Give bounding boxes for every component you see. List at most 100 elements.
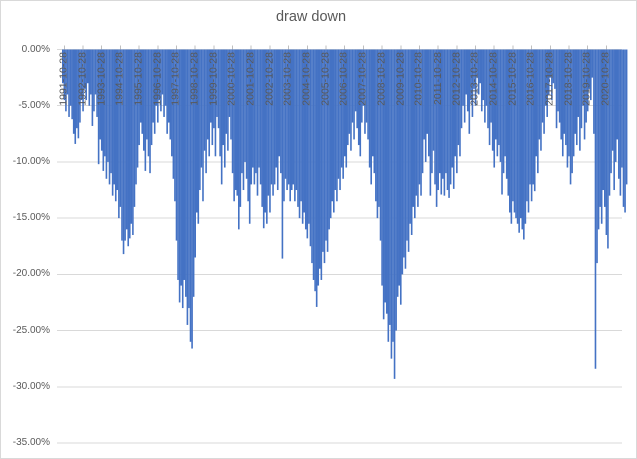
chart-title: draw down: [275, 9, 347, 25]
x-axis-tick-label: 2009-10-28: [394, 51, 407, 106]
drawdown-bar: [544, 49, 547, 106]
drawdown-bar: [491, 49, 494, 151]
drawdown-bar: [376, 49, 379, 219]
drawdown-bar: [322, 49, 324, 252]
drawdown-bar: [389, 49, 391, 325]
drawdown-bar: [607, 49, 609, 249]
drawdown-bar: [449, 49, 452, 185]
drawdown-bar: [124, 49, 126, 241]
drawdown-bar: [574, 49, 577, 134]
drawdown-bar: [513, 49, 516, 213]
drawdown-bar: [541, 49, 544, 123]
drawdown-bar: [233, 49, 235, 202]
drawdown-bar: [625, 49, 628, 185]
x-axis-tick-label: 2010-10-28: [412, 51, 425, 106]
drawdown-bar: [147, 49, 150, 157]
drawdown-bar: [180, 49, 182, 286]
drawdown-bar: [566, 49, 569, 168]
drawdown-bar: [480, 49, 483, 112]
drawdown-bar: [111, 49, 114, 196]
drawdown-bar: [331, 49, 334, 202]
drawdown-bar: [350, 49, 352, 151]
drawdown-bar: [523, 49, 525, 240]
drawdown-bar: [370, 49, 372, 185]
drawdown-bar: [171, 49, 173, 157]
drawdown-bar: [418, 49, 421, 185]
drawdown-bar: [100, 49, 103, 151]
drawdown-bar: [318, 49, 321, 269]
drawdown-bar: [336, 49, 338, 202]
drawdown-bar: [83, 49, 86, 89]
drawdown-bar: [364, 49, 366, 134]
drawdown-bar: [499, 49, 502, 162]
drawdown-bar: [337, 49, 340, 179]
drawdown-bar: [264, 49, 267, 213]
drawdown-bar: [312, 49, 315, 280]
drawdown-bar: [225, 49, 228, 134]
drawdown-bar: [396, 49, 399, 297]
drawdown-bar: [79, 49, 81, 123]
drawdown-bar: [343, 49, 346, 157]
drawdown-bar: [158, 49, 161, 101]
drawdown-bar: [311, 49, 313, 264]
drawdown-bar: [122, 49, 125, 255]
drawdown-bar: [114, 49, 117, 202]
x-axis-tick-label: 2016-10-28: [525, 51, 538, 106]
x-axis-tick-label: 2013-10-28: [469, 51, 482, 106]
drawdown-bar: [381, 49, 383, 286]
drawdown-bar: [384, 49, 387, 303]
drawdown-bar: [470, 49, 472, 101]
drawdown-bar: [373, 49, 376, 174]
drawdown-bar: [537, 49, 539, 174]
drawdown-bar: [197, 49, 200, 224]
drawdown-bar: [602, 49, 605, 191]
drawdown-bar: [82, 49, 84, 112]
drawdown-bar: [121, 49, 123, 241]
drawdown-bar: [239, 49, 242, 207]
drawdown-bar: [108, 49, 111, 185]
x-axis-tick-label: 1995-10-28: [132, 51, 145, 106]
drawdown-bar: [476, 49, 478, 78]
drawdown-bar: [529, 49, 531, 185]
drawdown-bar: [616, 49, 619, 140]
drawdown-bar: [429, 49, 432, 196]
drawdown-bar: [206, 49, 209, 140]
drawdown-bar: [208, 49, 211, 157]
drawdown-bar: [393, 49, 396, 379]
drawdown-bar: [86, 49, 89, 84]
x-axis-tick-label: 1997-10-28: [169, 51, 182, 106]
y-axis-tick-label: -15.00%: [12, 212, 50, 224]
drawdown-bar: [610, 49, 612, 174]
drawdown-bar: [269, 49, 271, 213]
drawdown-bar: [125, 49, 128, 230]
drawdown-bar: [183, 49, 186, 280]
drawdown-bar: [493, 49, 496, 168]
x-axis-tick-label: 1998-10-28: [188, 51, 201, 106]
drawdown-bar: [142, 49, 145, 151]
drawdown-bar: [178, 49, 181, 303]
drawdown-bar: [560, 49, 563, 140]
drawdown-bar: [186, 49, 189, 325]
drawdown-bar: [613, 49, 615, 191]
drawdown-bar: [435, 49, 438, 207]
drawdown-bar: [320, 49, 323, 280]
drawdown-bar: [93, 49, 95, 112]
drawdown-bar: [68, 49, 70, 117]
drawdown-bar: [150, 49, 153, 146]
drawdown-bar: [412, 49, 415, 207]
drawdown-bar: [77, 49, 80, 139]
drawdown-bar: [432, 49, 435, 151]
x-axis-tick-label: 1999-10-28: [207, 51, 220, 106]
drawdown-bar: [342, 49, 344, 179]
drawdown-bar: [200, 49, 203, 168]
drawdown-bar: [618, 49, 620, 179]
drawdown-bar: [532, 49, 534, 185]
drawdown-bar: [501, 49, 503, 195]
x-axis-tick-label: 2000-10-28: [226, 51, 239, 106]
drawdown-bar: [270, 49, 273, 185]
drawdown-bar: [498, 49, 500, 146]
drawdown-bar: [588, 49, 591, 89]
drawdown-bar: [563, 49, 566, 134]
drawdown-bar: [367, 49, 369, 140]
